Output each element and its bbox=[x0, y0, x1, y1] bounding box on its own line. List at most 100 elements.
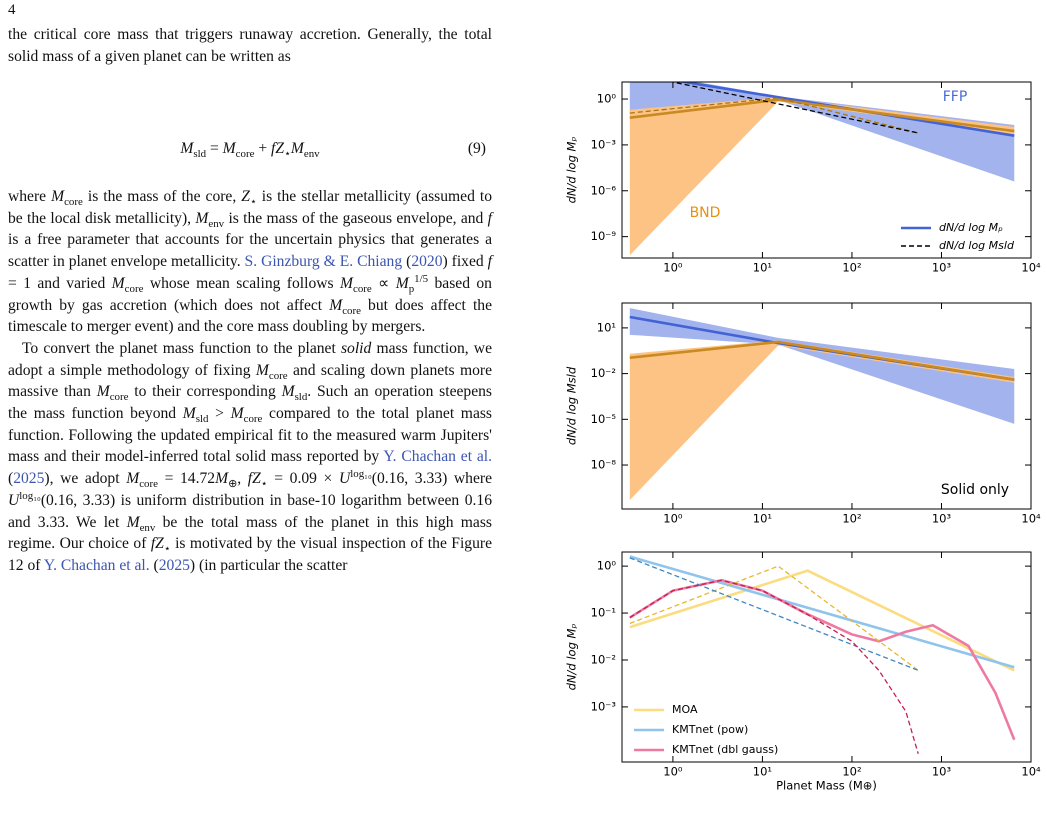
line bbox=[629, 557, 919, 671]
band bbox=[629, 340, 1015, 501]
text-span: where bbox=[8, 188, 52, 205]
math-symbol: ⋆ bbox=[260, 478, 268, 491]
math-symbol: env bbox=[208, 217, 225, 230]
text-span: ( bbox=[149, 556, 159, 574]
math-symbol: M bbox=[230, 405, 244, 423]
math-symbol: M bbox=[222, 140, 236, 157]
math-symbol: M bbox=[281, 383, 295, 401]
y-tick-label: 10⁻⁸ bbox=[591, 458, 617, 472]
text-span: to their corresponding bbox=[128, 383, 282, 401]
text-span: ( bbox=[402, 253, 412, 271]
text-span: = 0.09 × bbox=[267, 470, 339, 488]
equation-number: (9) bbox=[467, 140, 486, 157]
axes-frame bbox=[621, 551, 1032, 763]
x-tick-label: 10⁰ bbox=[663, 261, 683, 275]
band bbox=[629, 82, 1015, 182]
math-symbol: M bbox=[195, 209, 209, 227]
equation: Msld = Mcore + fZ⋆Menv (9) bbox=[8, 140, 492, 164]
legend-label: KMTnet (pow) bbox=[672, 723, 748, 736]
text-span: ) fixed bbox=[442, 253, 488, 271]
math-symbol: fZ bbox=[271, 140, 285, 157]
citation-link[interactable]: 2025 bbox=[158, 556, 190, 574]
math-symbol: M bbox=[51, 188, 65, 205]
line bbox=[629, 569, 1015, 672]
text-span: ( bbox=[8, 470, 14, 488]
legend-label: dN/d log Msld bbox=[939, 239, 1015, 252]
x-tick-label: 10² bbox=[842, 765, 861, 779]
math-symbol: sld bbox=[195, 413, 209, 426]
legend-label: dN/d log Mₚ bbox=[939, 221, 1003, 234]
math-symbol: core bbox=[124, 282, 144, 295]
math-symbol: core bbox=[235, 148, 255, 161]
y-axis-label: dN/d log Mₚ bbox=[565, 137, 579, 204]
text-span: , bbox=[237, 470, 248, 488]
x-axis-label: Planet Mass (M⊕) bbox=[776, 779, 877, 793]
citation-link[interactable]: 2020 bbox=[411, 253, 443, 271]
line bbox=[629, 555, 1015, 669]
y-tick-label: 10⁰ bbox=[597, 92, 617, 106]
line bbox=[629, 97, 919, 134]
math-symbol: solid bbox=[340, 339, 372, 357]
math-symbol: env bbox=[139, 521, 156, 534]
text-span: is the stellar metallicity (assumed to b… bbox=[8, 188, 492, 227]
annotation: Solid only bbox=[941, 482, 1009, 498]
math-symbol: Z bbox=[241, 188, 250, 205]
plot-area bbox=[629, 308, 1015, 501]
citation-link[interactable]: Y. Chachan et al. bbox=[43, 556, 150, 574]
text-span: whose mean scaling follows bbox=[143, 274, 340, 292]
chart-panel: 10⁰ 10¹ 10² 10³ 10⁴ 10¹ 10⁻² 10⁻⁵ 10⁻⁸ dN/d log M… bbox=[565, 302, 1041, 526]
y-tick-label: 10¹ bbox=[597, 320, 616, 334]
plot-area bbox=[629, 82, 1015, 256]
text-span: (0.16, 3.33) is uniform distribution in … bbox=[8, 491, 492, 531]
citation-link[interactable]: 2025 bbox=[13, 470, 45, 488]
text-span: > bbox=[208, 405, 231, 423]
annotation: BND bbox=[690, 205, 721, 221]
text-span: + bbox=[254, 140, 272, 157]
citation-link[interactable]: Y. Chachan et al. bbox=[383, 448, 493, 466]
text-span: is a free parameter that accounts for th… bbox=[8, 231, 492, 271]
text-span: To convert the planet mass function to t… bbox=[22, 339, 341, 357]
text-span: is the mass of the gaseous envelope, and bbox=[224, 209, 488, 227]
math-symbol: M bbox=[255, 361, 269, 379]
math-symbol: U bbox=[338, 470, 351, 488]
math-symbol: fZ bbox=[150, 535, 164, 553]
citation-link[interactable]: S. Ginzburg & E. Chiang bbox=[244, 253, 403, 271]
text-span: mass function, we adopt a simple methodo… bbox=[8, 339, 492, 379]
math-symbol: sld bbox=[193, 148, 207, 161]
x-tick-label: 10¹ bbox=[753, 261, 772, 275]
x-tick-label: 10⁴ bbox=[1021, 512, 1041, 526]
y-tick-label: 10⁻⁶ bbox=[591, 183, 617, 197]
math-symbol: f bbox=[487, 253, 492, 271]
math-symbol: M bbox=[182, 405, 196, 423]
math-symbol: core bbox=[268, 369, 288, 382]
x-tick-label: 10³ bbox=[932, 765, 952, 779]
math-symbol: log₁₀ bbox=[19, 489, 41, 502]
text-span: . Such an operation steepens the mass fu… bbox=[8, 383, 492, 423]
y-axis-label: dN/d log Msld bbox=[565, 366, 579, 445]
line bbox=[629, 340, 1015, 381]
math-symbol: env bbox=[303, 148, 320, 161]
line bbox=[629, 579, 919, 755]
annotation: FFP bbox=[943, 89, 968, 105]
math-symbol: ⋆ bbox=[284, 148, 291, 161]
math-symbol: core bbox=[139, 478, 158, 491]
y-axis-label: dN/d log Mₚ bbox=[565, 624, 579, 691]
math-symbol: p bbox=[408, 282, 415, 295]
math-symbol: ⋆ bbox=[163, 543, 171, 556]
legend-label: KMTnet (dbl gauss) bbox=[672, 743, 778, 756]
math-symbol: M bbox=[395, 274, 409, 292]
page-number: 4 bbox=[8, 2, 16, 18]
math-symbol: M bbox=[180, 140, 194, 157]
y-tick-label: 10⁻³ bbox=[591, 699, 617, 713]
math-symbol: core bbox=[243, 413, 263, 426]
legend-label: MOA bbox=[672, 703, 698, 716]
paragraph: the critical core mass that triggers run… bbox=[8, 24, 492, 67]
y-tick-label: 10⁻² bbox=[591, 652, 616, 666]
text-span: compared to the total planet mass functi… bbox=[8, 405, 492, 466]
x-tick-label: 10³ bbox=[932, 261, 952, 275]
y-tick-label: 10⁻⁹ bbox=[591, 229, 617, 243]
math-symbol: M bbox=[290, 140, 304, 157]
axes-frame bbox=[621, 302, 1032, 510]
